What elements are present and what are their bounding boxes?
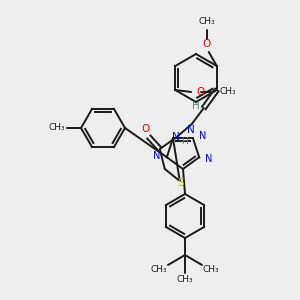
Text: N: N: [205, 154, 212, 164]
Text: O: O: [203, 39, 211, 49]
Text: S: S: [178, 178, 184, 188]
Text: N: N: [199, 131, 206, 141]
Text: N: N: [154, 151, 161, 161]
Text: CH₃: CH₃: [49, 124, 65, 133]
Text: H: H: [192, 101, 200, 111]
Text: CH₃: CH₃: [177, 275, 193, 284]
Text: H: H: [182, 137, 188, 146]
Text: CH₃: CH₃: [219, 88, 236, 97]
Text: N: N: [187, 125, 195, 135]
Text: N: N: [172, 132, 180, 142]
Text: CH₃: CH₃: [151, 265, 167, 274]
Text: O: O: [142, 124, 150, 134]
Text: CH₃: CH₃: [199, 17, 215, 26]
Text: CH₃: CH₃: [203, 265, 219, 274]
Text: O: O: [196, 87, 205, 97]
